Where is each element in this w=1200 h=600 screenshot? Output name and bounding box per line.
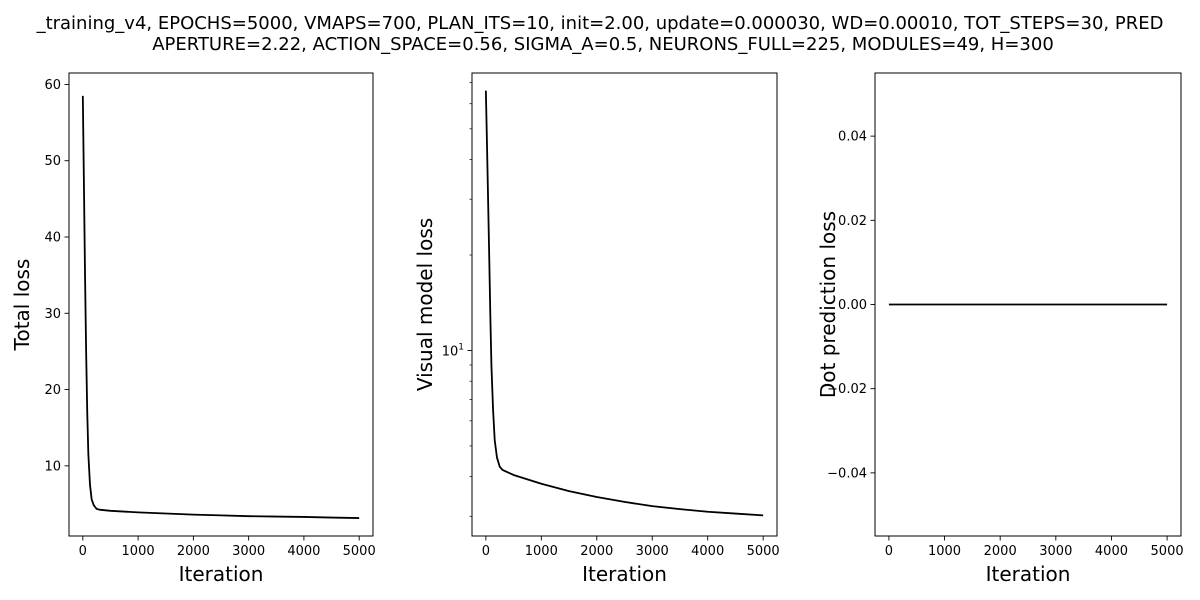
x-tick-label: 2000 [984, 544, 1017, 559]
y-tick-label: −0.02 [827, 382, 867, 397]
y-tick-label: 0.04 [838, 130, 867, 145]
x-tick-label: 1000 [122, 544, 155, 559]
figure-title-line-2: APERTURE=2.22, ACTION_SPACE=0.56, SIGMA_… [152, 34, 1054, 55]
y-tick-label: 0.02 [838, 214, 867, 229]
y-tick-label: 0.00 [838, 298, 867, 313]
x-tick-label: 3000 [636, 544, 669, 559]
y-tick-label: 20 [44, 383, 61, 398]
y-axis-label: Dot prediction loss [816, 211, 840, 398]
x-tick-label: 5000 [1151, 544, 1184, 559]
x-tick-label: 5000 [343, 544, 376, 559]
x-tick-label: 4000 [1095, 544, 1128, 559]
x-axis-label: Iteration [986, 562, 1071, 586]
subplot-1: 0 1000 2000 3000 4000 5000 10 20 30 40 50 60 Iterati… [10, 72, 376, 586]
figure-title-line-1: _training_v4, EPOCHS=5000, VMAPS=700, PL… [36, 13, 1164, 34]
x-axis-label: Iteration [582, 562, 667, 586]
x-tick-label: 0 [885, 544, 893, 559]
x-tick-label: 4000 [287, 544, 320, 559]
x-tick-label: 1000 [525, 544, 558, 559]
subplot-3: 0 1000 2000 3000 4000 5000 −0.04 −0.02 0.00 0.02 0… [816, 72, 1184, 586]
axes-frame [68, 72, 374, 537]
x-tick-label: 5000 [747, 544, 780, 559]
x-tick-label: 2000 [177, 544, 210, 559]
x-tick-label: 1000 [928, 544, 961, 559]
subplot-2: 0 1000 2000 3000 4000 5000 101 Iteration Visual … [413, 72, 780, 586]
x-tick-label: 0 [482, 544, 490, 559]
series-line [484, 90, 764, 517]
x-tick-label: 2000 [580, 544, 613, 559]
x-tick-label: 3000 [232, 544, 265, 559]
y-axis-label: Visual model loss [413, 218, 437, 391]
y-tick-label: 50 [44, 154, 61, 169]
y-tick-label: 30 [44, 307, 61, 322]
x-tick-label: 3000 [1039, 544, 1072, 559]
y-axis-label: Total loss [10, 259, 34, 352]
x-axis-label: Iteration [179, 562, 264, 586]
x-tick-label: 0 [79, 544, 87, 559]
y-tick-label: −0.04 [827, 466, 867, 481]
y-tick-label: 10 [44, 459, 61, 474]
y-tick-label: 101 [442, 342, 464, 359]
subplots: 0 1000 2000 3000 4000 5000 10 20 30 40 50 60 Iterati… [10, 72, 1184, 586]
y-tick-label: 40 [44, 230, 61, 245]
y-tick-label: 60 [44, 78, 61, 93]
axes-frame [471, 72, 778, 537]
x-tick-label: 4000 [691, 544, 724, 559]
series-line [81, 95, 360, 519]
